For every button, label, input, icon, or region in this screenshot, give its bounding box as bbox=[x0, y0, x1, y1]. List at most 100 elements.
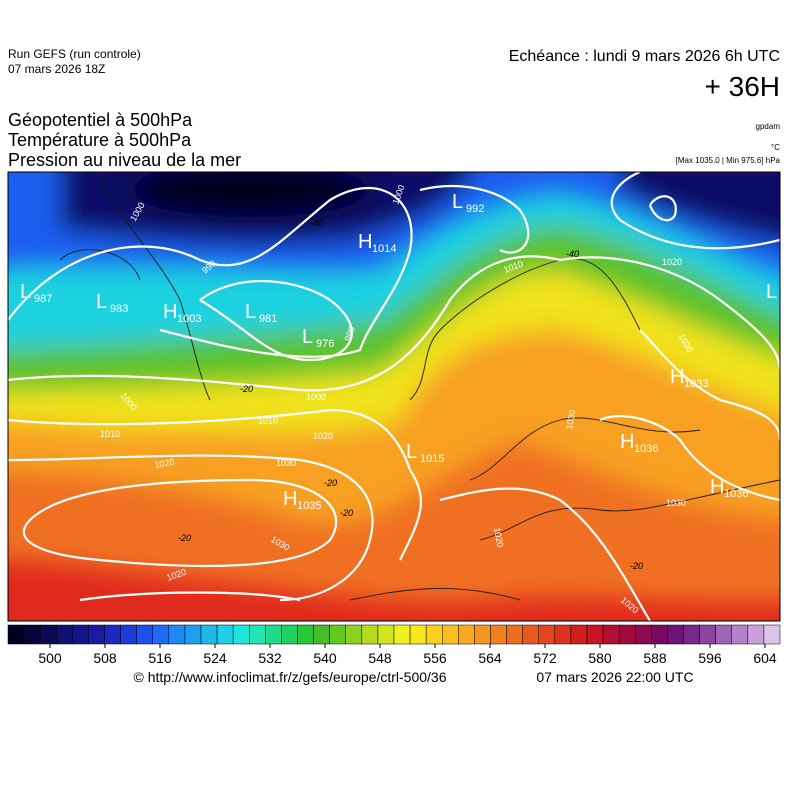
center-letter: L bbox=[406, 441, 417, 463]
isobar-label: 1000 bbox=[306, 392, 326, 402]
colorbar-tick-label: 604 bbox=[753, 650, 777, 666]
title: Température à 500hPa bbox=[8, 130, 192, 150]
colorbar-tick-label: 572 bbox=[533, 650, 557, 666]
temperature-label: -40 bbox=[310, 218, 323, 228]
colorbar-tick-label: 532 bbox=[258, 650, 282, 666]
color-swatch bbox=[602, 624, 620, 645]
colorbar-tick-label: 508 bbox=[93, 650, 117, 666]
center-pressure: 1014 bbox=[372, 243, 396, 255]
unit: [Max 1035.0 | Min 975.6] hPa bbox=[676, 156, 781, 165]
unit: gpdam bbox=[756, 122, 781, 131]
center-pressure: 1033 bbox=[684, 378, 708, 390]
temperature-label: -20 bbox=[324, 478, 337, 488]
center-pressure: 1035 bbox=[297, 500, 321, 512]
temperature-label: -20 bbox=[630, 561, 643, 571]
color-swatch bbox=[635, 624, 652, 645]
isobar-label: 1020 bbox=[662, 257, 682, 267]
center-letter: L bbox=[245, 301, 256, 323]
color-swatch bbox=[393, 624, 411, 645]
color-swatch bbox=[361, 624, 379, 645]
color-swatch bbox=[152, 624, 170, 645]
color-swatch bbox=[683, 624, 700, 645]
center-letter: H bbox=[283, 488, 297, 510]
colorbar-tick-label: 564 bbox=[478, 650, 502, 666]
center-letter: L bbox=[452, 191, 463, 213]
generated: 07 mars 2026 22:00 UTC bbox=[536, 669, 693, 685]
color-swatch bbox=[168, 624, 186, 645]
center-letter: H bbox=[670, 366, 684, 388]
color-swatch bbox=[104, 624, 121, 645]
color-swatch bbox=[297, 624, 314, 645]
isobar-label: 1030 bbox=[276, 458, 296, 468]
color-swatch bbox=[618, 624, 636, 645]
color-swatch bbox=[522, 624, 540, 645]
center-letter: H bbox=[358, 231, 372, 253]
color-swatch bbox=[200, 624, 218, 645]
source: © http://www.infoclimat.fr/z/gefs/europe… bbox=[133, 669, 446, 685]
colorbar-tick-label: 596 bbox=[698, 650, 722, 666]
color-swatch bbox=[506, 624, 523, 645]
colorbar-tick-label: 588 bbox=[643, 650, 667, 666]
center-letter: L bbox=[766, 281, 777, 303]
color-swatch bbox=[747, 624, 765, 645]
color-swatch bbox=[377, 624, 395, 645]
isobar-label: 1020 bbox=[492, 527, 505, 548]
center-letter: H bbox=[710, 476, 724, 498]
color-swatch bbox=[538, 624, 556, 645]
color-swatch bbox=[651, 624, 668, 645]
title: Géopotentiel à 500hPa bbox=[8, 110, 193, 130]
run: Run GEFS (run controle) bbox=[8, 47, 141, 61]
color-swatch bbox=[763, 624, 781, 645]
run-date: 07 mars 2026 18Z bbox=[8, 62, 105, 76]
center-pressure: 987 bbox=[34, 293, 52, 305]
isobar-label: 1030 bbox=[564, 409, 577, 430]
isobar-label: 1030 bbox=[666, 498, 686, 508]
isobar-label: 1010 bbox=[258, 416, 278, 426]
temperature-label: -20 bbox=[240, 384, 253, 394]
colorbar-tick-label: 548 bbox=[368, 650, 392, 666]
color-swatch bbox=[490, 624, 507, 645]
temperature-label: -40 bbox=[566, 249, 579, 259]
center-pressure: 1036 bbox=[634, 443, 658, 455]
center-letter: L bbox=[302, 326, 313, 348]
center-pressure: 976 bbox=[316, 338, 334, 350]
color-swatch bbox=[699, 624, 716, 645]
color-swatch bbox=[88, 624, 105, 645]
color-swatch bbox=[23, 624, 41, 645]
center-pressure: 983 bbox=[110, 303, 128, 315]
color-swatch bbox=[570, 624, 588, 645]
center-letter: L bbox=[96, 291, 107, 313]
center-pressure: 1003 bbox=[177, 313, 201, 325]
color-swatch bbox=[586, 624, 604, 645]
color-swatch bbox=[265, 624, 282, 645]
map-frame bbox=[7, 171, 781, 622]
color-swatch bbox=[458, 624, 475, 645]
color-swatch bbox=[329, 624, 346, 645]
title: Pression au niveau de la mer bbox=[8, 150, 241, 170]
color-swatch bbox=[216, 624, 234, 645]
lead-time: + 36H bbox=[705, 71, 781, 102]
colorbar-tick-label: 580 bbox=[588, 650, 612, 666]
center-pressure: 981 bbox=[259, 313, 277, 325]
color-swatch bbox=[136, 624, 154, 645]
colorbar-tick-label: 516 bbox=[148, 650, 172, 666]
color-swatch bbox=[249, 624, 266, 645]
colorbar-tick-label: 500 bbox=[38, 650, 62, 666]
center-pressure: 1015 bbox=[420, 453, 444, 465]
isobar-label: 990 bbox=[342, 325, 357, 343]
color-swatch bbox=[72, 624, 89, 645]
center-letter: H bbox=[620, 431, 634, 453]
color-swatch bbox=[120, 624, 137, 645]
center-pressure: 992 bbox=[466, 203, 484, 215]
color-swatch bbox=[313, 624, 330, 645]
isobar-label: 1020 bbox=[313, 431, 333, 441]
color-swatch bbox=[232, 624, 250, 645]
color-swatch bbox=[281, 624, 298, 645]
color-swatch bbox=[56, 624, 73, 645]
color-swatch bbox=[409, 624, 427, 645]
center-pressure: 1036 bbox=[724, 488, 748, 500]
color-swatch bbox=[554, 624, 572, 645]
center-letter: H bbox=[163, 301, 177, 323]
